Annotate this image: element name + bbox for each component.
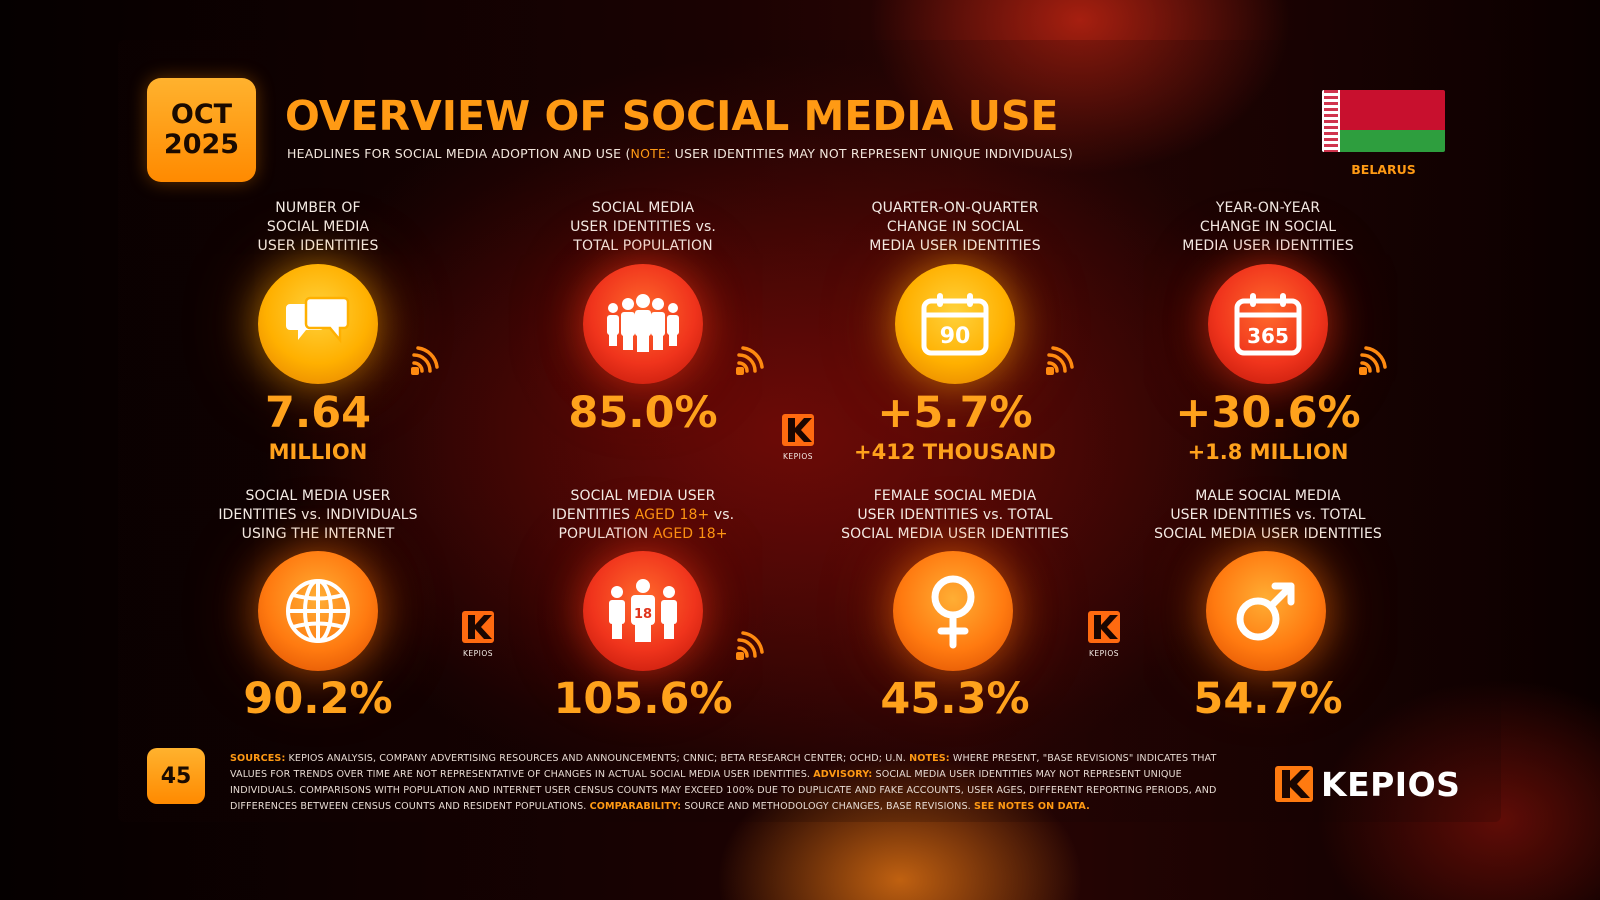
kepios-brand-text: KEPIOS bbox=[1321, 764, 1461, 804]
data-source-signal-icon bbox=[736, 631, 764, 660]
female-symbol-icon bbox=[893, 551, 1013, 671]
calendar-365-text: 365 bbox=[1247, 324, 1289, 348]
kepios-brand-logo: KEPIOS bbox=[1275, 764, 1460, 804]
stat-value-aged-18-plus: 105.6% bbox=[553, 674, 733, 724]
data-source-signal-icon bbox=[1359, 346, 1387, 375]
stat-label-male-share: MALE SOCIAL MEDIA USER IDENTITIES vs. TO… bbox=[1154, 488, 1382, 542]
subtitle-note-label: NOTE: bbox=[630, 146, 671, 161]
stat-sub-yoy-change: +1.8 MILLION bbox=[1187, 440, 1349, 464]
speech-bubbles-icon bbox=[258, 264, 378, 384]
calendar-365-icon: 365 bbox=[1208, 264, 1328, 384]
people-18-badge-text: 18 bbox=[634, 607, 652, 622]
kepios-mark-logo: KEPIOS bbox=[460, 611, 496, 658]
stat-value-female-share: 45.3% bbox=[880, 674, 1030, 724]
stat-label-yoy-change: YEAR-ON-YEAR CHANGE IN SOCIAL MEDIA USER… bbox=[1182, 200, 1354, 254]
stat-value-yoy-change: +30.6% bbox=[1175, 388, 1361, 438]
stat-label-qoq-change: QUARTER-ON-QUARTER CHANGE IN SOCIAL MEDI… bbox=[869, 200, 1041, 254]
stat-value-qoq-change: +5.7% bbox=[877, 388, 1033, 438]
calendar-90-icon: 90 bbox=[895, 264, 1015, 384]
stat-value-social-media-users: 7.64 bbox=[264, 388, 372, 438]
stat-sub-social-media-users: MILLION bbox=[268, 440, 368, 464]
date-month: OCT bbox=[170, 99, 233, 130]
page-number: 45 bbox=[147, 748, 205, 804]
kepios-mark-logo: KEPIOS bbox=[780, 414, 816, 461]
people-18-icon: 18 bbox=[583, 551, 703, 671]
stat-label-female-share: FEMALE SOCIAL MEDIA USER IDENTITIES vs. … bbox=[841, 488, 1069, 542]
kepios-mark-logo: KEPIOS bbox=[1086, 611, 1122, 658]
date-year: 2025 bbox=[163, 129, 240, 160]
belarus-flag-icon bbox=[1322, 90, 1445, 152]
calendar-90-text: 90 bbox=[940, 324, 971, 349]
data-source-signal-icon bbox=[736, 346, 764, 375]
stat-label-social-media-users: NUMBER OF SOCIAL MEDIA USER IDENTITIES bbox=[257, 200, 379, 254]
subtitle-note-text: USER IDENTITIES MAY NOT REPRESENT UNIQUE… bbox=[670, 146, 1073, 161]
stat-label-vs-internet-users: SOCIAL MEDIA USER IDENTITIES vs. INDIVID… bbox=[218, 488, 418, 542]
sources-footnote: SOURCES: KEPIOS ANALYSIS, COMPANY ADVERT… bbox=[230, 753, 1217, 812]
country-label: BELARUS bbox=[1351, 162, 1416, 177]
subtitle-text: HEADLINES FOR SOCIAL MEDIA ADOPTION AND … bbox=[287, 146, 631, 161]
page-subtitle: HEADLINES FOR SOCIAL MEDIA ADOPTION AND … bbox=[287, 146, 1073, 161]
male-symbol-icon bbox=[1206, 551, 1326, 671]
stat-value-vs-internet-users: 90.2% bbox=[243, 674, 393, 724]
data-source-signal-icon bbox=[1046, 346, 1074, 375]
stat-value-male-share: 54.7% bbox=[1193, 674, 1343, 724]
stat-label-vs-population: SOCIAL MEDIA USER IDENTITIES vs. TOTAL P… bbox=[570, 200, 716, 254]
stat-value-vs-population: 85.0% bbox=[568, 388, 718, 438]
stat-sub-qoq-change: +412 THOUSAND bbox=[854, 440, 1056, 464]
date-badge: OCT 2025 bbox=[147, 78, 256, 182]
people-group-icon bbox=[583, 264, 703, 384]
page-title: OVERVIEW OF SOCIAL MEDIA USE bbox=[285, 92, 1059, 140]
kepios-logo-icon bbox=[1275, 766, 1313, 802]
data-source-signal-icon bbox=[411, 346, 439, 375]
globe-icon bbox=[258, 551, 378, 671]
stat-label-aged-18-plus: SOCIAL MEDIA USER IDENTITIES AGED 18+ vs… bbox=[551, 488, 735, 542]
see-notes-link[interactable]: SEE NOTES ON DATA. bbox=[973, 801, 1090, 812]
